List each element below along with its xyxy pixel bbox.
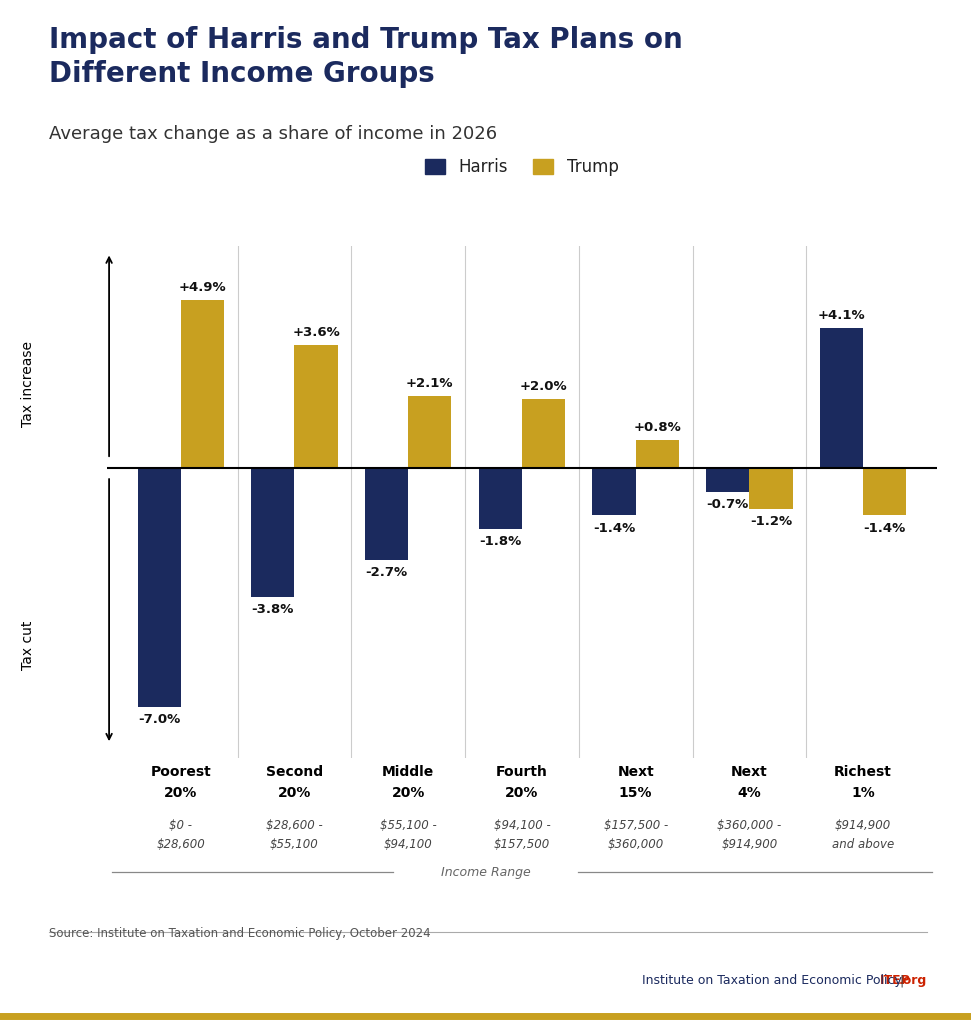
Bar [592, 468, 636, 515]
Bar [294, 345, 338, 468]
Text: and above: and above [832, 838, 894, 851]
Bar [251, 468, 294, 597]
Text: $94,100: $94,100 [384, 838, 432, 851]
Text: +2.0%: +2.0% [519, 380, 567, 393]
Text: Tax increase: Tax increase [21, 341, 35, 427]
Text: 15%: 15% [619, 786, 653, 801]
Text: Next: Next [618, 765, 654, 779]
Bar [181, 300, 224, 468]
Text: $55,100: $55,100 [270, 838, 318, 851]
Text: $28,600: $28,600 [156, 838, 205, 851]
Text: Institute on Taxation and Economic Policy: Institute on Taxation and Economic Polic… [642, 975, 902, 987]
Text: Tax cut: Tax cut [21, 621, 35, 670]
Text: 20%: 20% [505, 786, 539, 801]
Text: $914,900: $914,900 [835, 819, 891, 833]
Text: $360,000: $360,000 [608, 838, 664, 851]
Bar [522, 399, 565, 468]
Text: 1%: 1% [852, 786, 875, 801]
Text: Income Range: Income Range [441, 866, 530, 879]
Text: $0 -: $0 - [169, 819, 192, 833]
Text: 20%: 20% [391, 786, 425, 801]
Text: +0.8%: +0.8% [633, 421, 681, 434]
Legend: Harris, Trump: Harris, Trump [419, 152, 625, 183]
Bar [138, 468, 181, 707]
Bar [706, 468, 750, 492]
Text: Source: Institute on Taxation and Economic Policy, October 2024: Source: Institute on Taxation and Econom… [49, 927, 430, 940]
Text: +3.6%: +3.6% [292, 326, 340, 339]
Text: -1.8%: -1.8% [479, 536, 521, 548]
Text: $360,000 -: $360,000 - [718, 819, 782, 833]
Text: -1.4%: -1.4% [863, 521, 906, 535]
Text: Impact of Harris and Trump Tax Plans on
Different Income Groups: Impact of Harris and Trump Tax Plans on … [49, 26, 683, 88]
Text: $55,100 -: $55,100 - [380, 819, 437, 833]
Bar [636, 440, 679, 468]
Bar [820, 328, 863, 468]
Bar [365, 468, 408, 560]
Bar [863, 468, 906, 515]
Text: Second: Second [266, 765, 323, 779]
Text: $28,600 -: $28,600 - [266, 819, 322, 833]
Text: $94,100 -: $94,100 - [493, 819, 551, 833]
Bar [750, 468, 792, 509]
Text: -7.0%: -7.0% [138, 713, 181, 726]
Text: $157,500: $157,500 [494, 838, 550, 851]
Text: 20%: 20% [278, 786, 311, 801]
Text: -1.2%: -1.2% [750, 515, 792, 527]
Text: $157,500 -: $157,500 - [604, 819, 668, 833]
Text: Richest: Richest [834, 765, 892, 779]
Bar [408, 396, 452, 468]
Text: 20%: 20% [164, 786, 197, 801]
Text: Next: Next [731, 765, 768, 779]
Text: Fourth: Fourth [496, 765, 548, 779]
Text: Poorest: Poorest [151, 765, 211, 779]
Text: +4.9%: +4.9% [179, 282, 226, 294]
Text: -3.8%: -3.8% [251, 603, 294, 616]
Text: ITEP: ITEP [880, 975, 911, 987]
Text: -0.7%: -0.7% [707, 498, 749, 511]
Text: |: | [895, 975, 908, 987]
Text: .org: .org [899, 975, 927, 987]
Text: -2.7%: -2.7% [365, 566, 408, 579]
Text: +2.1%: +2.1% [406, 377, 453, 390]
Text: +4.1%: +4.1% [818, 308, 865, 322]
Bar [479, 468, 522, 529]
Text: 4%: 4% [738, 786, 761, 801]
Text: -1.4%: -1.4% [593, 521, 635, 535]
Text: Middle: Middle [382, 765, 434, 779]
Text: Average tax change as a share of income in 2026: Average tax change as a share of income … [49, 125, 497, 143]
Text: $914,900: $914,900 [721, 838, 778, 851]
